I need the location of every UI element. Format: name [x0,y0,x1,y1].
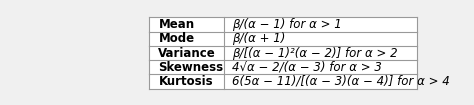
Text: Variance: Variance [158,47,216,60]
Bar [149,32,224,46]
Text: Kurtosis: Kurtosis [158,75,213,88]
Bar [224,32,418,46]
Bar [149,46,224,60]
Bar [149,60,224,74]
Text: Mean: Mean [158,18,194,31]
Text: 4√α − 2/(α − 3) for α > 3: 4√α − 2/(α − 3) for α > 3 [232,61,382,74]
Bar [149,74,224,89]
Bar [224,74,418,89]
Text: Skewness: Skewness [158,61,224,74]
Text: β/(α − 1) for α > 1: β/(α − 1) for α > 1 [232,18,341,31]
Text: 6(5α − 11)/[(α − 3)(α − 4)] for α > 4: 6(5α − 11)/[(α − 3)(α − 4)] for α > 4 [232,75,449,88]
Bar [224,46,418,60]
Bar [149,17,224,32]
Bar [224,60,418,74]
Text: β/[(α − 1)²(α − 2)] for α > 2: β/[(α − 1)²(α − 2)] for α > 2 [232,47,397,60]
Text: β/(α + 1): β/(α + 1) [232,32,285,45]
Bar [224,17,418,32]
Text: Mode: Mode [158,32,194,45]
